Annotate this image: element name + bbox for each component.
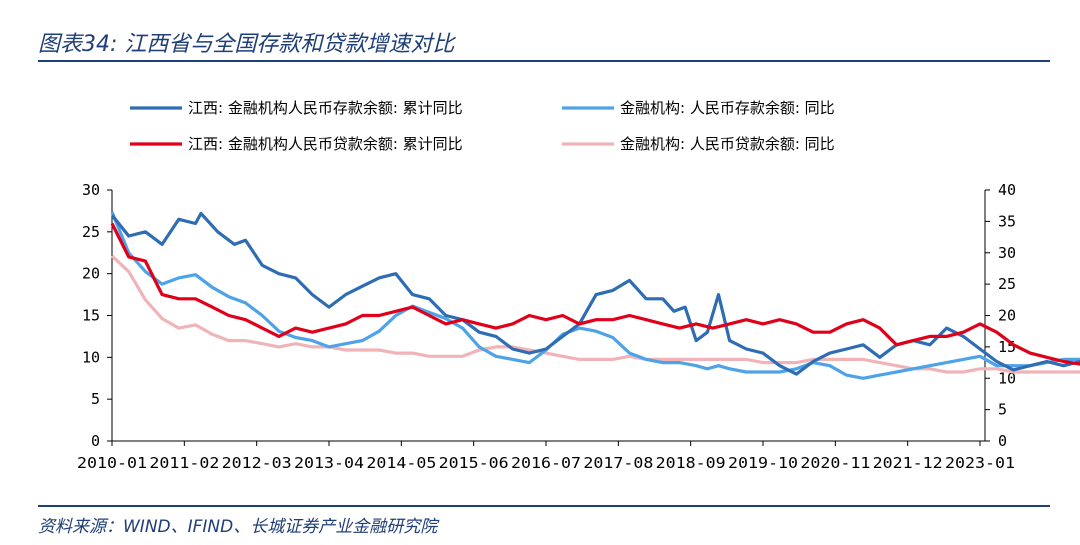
right-y-tick-label: 20	[998, 307, 1016, 325]
left-y-tick-label: 15	[82, 307, 100, 325]
series-line-2	[110, 211, 1080, 380]
x-tick-label: 2021-12	[873, 454, 943, 472]
x-tick-label: 2020-11	[800, 454, 870, 472]
right-y-tick-label: 5	[998, 401, 1007, 419]
legend-label-4: 金融机构: 人民币贷款余额: 同比	[620, 135, 835, 153]
left-y-tick-label: 10	[82, 348, 100, 366]
x-tick-label: 2018-09	[656, 454, 726, 472]
x-tick-label: 2015-06	[439, 454, 509, 472]
x-tick-label: 2010-01	[77, 454, 147, 472]
series-line-4	[110, 254, 1080, 374]
figure-title: 图表34: 江西省与全国存款和贷款增速对比	[38, 32, 455, 57]
legend-label-1: 江西: 金融机构人民币存款余额: 累计同比	[188, 99, 463, 117]
legend-label-2: 金融机构: 人民币存款余额: 同比	[620, 99, 835, 117]
x-tick-label: 2011-02	[149, 454, 219, 472]
right-y-tick-label: 25	[998, 275, 1016, 293]
x-tick-label: 2023-01	[945, 454, 1015, 472]
x-tick-label: 2014-05	[366, 454, 436, 472]
x-tick-label: 2019-10	[728, 454, 798, 472]
left-y-tick-label: 25	[82, 223, 100, 241]
x-tick-label: 2012-03	[222, 454, 292, 472]
title-rule	[38, 60, 1050, 62]
legend-label-3: 江西: 金融机构人民币贷款余额: 累计同比	[188, 135, 463, 153]
x-tick-label: 2013-04	[294, 454, 364, 472]
right-y-tick-label: 40	[998, 181, 1016, 199]
footer-rule	[38, 505, 1050, 507]
left-y-tick-label: 20	[82, 265, 100, 283]
right-y-tick-label: 0	[998, 432, 1007, 450]
right-y-tick-label: 35	[998, 212, 1016, 230]
series-line-3	[110, 222, 1080, 366]
left-y-tick-label: 0	[91, 432, 100, 450]
left-y-tick-label: 5	[91, 390, 100, 408]
x-tick-label: 2017-08	[583, 454, 653, 472]
left-y-tick-label: 30	[82, 181, 100, 199]
right-y-tick-label: 30	[998, 244, 1016, 262]
source-note: 资料来源：WIND、IFIND、长城证券产业金融研究院	[38, 517, 438, 537]
x-tick-label: 2016-07	[511, 454, 581, 472]
series-line-1	[110, 211, 1080, 376]
right-y-tick-label: 10	[998, 369, 1016, 387]
